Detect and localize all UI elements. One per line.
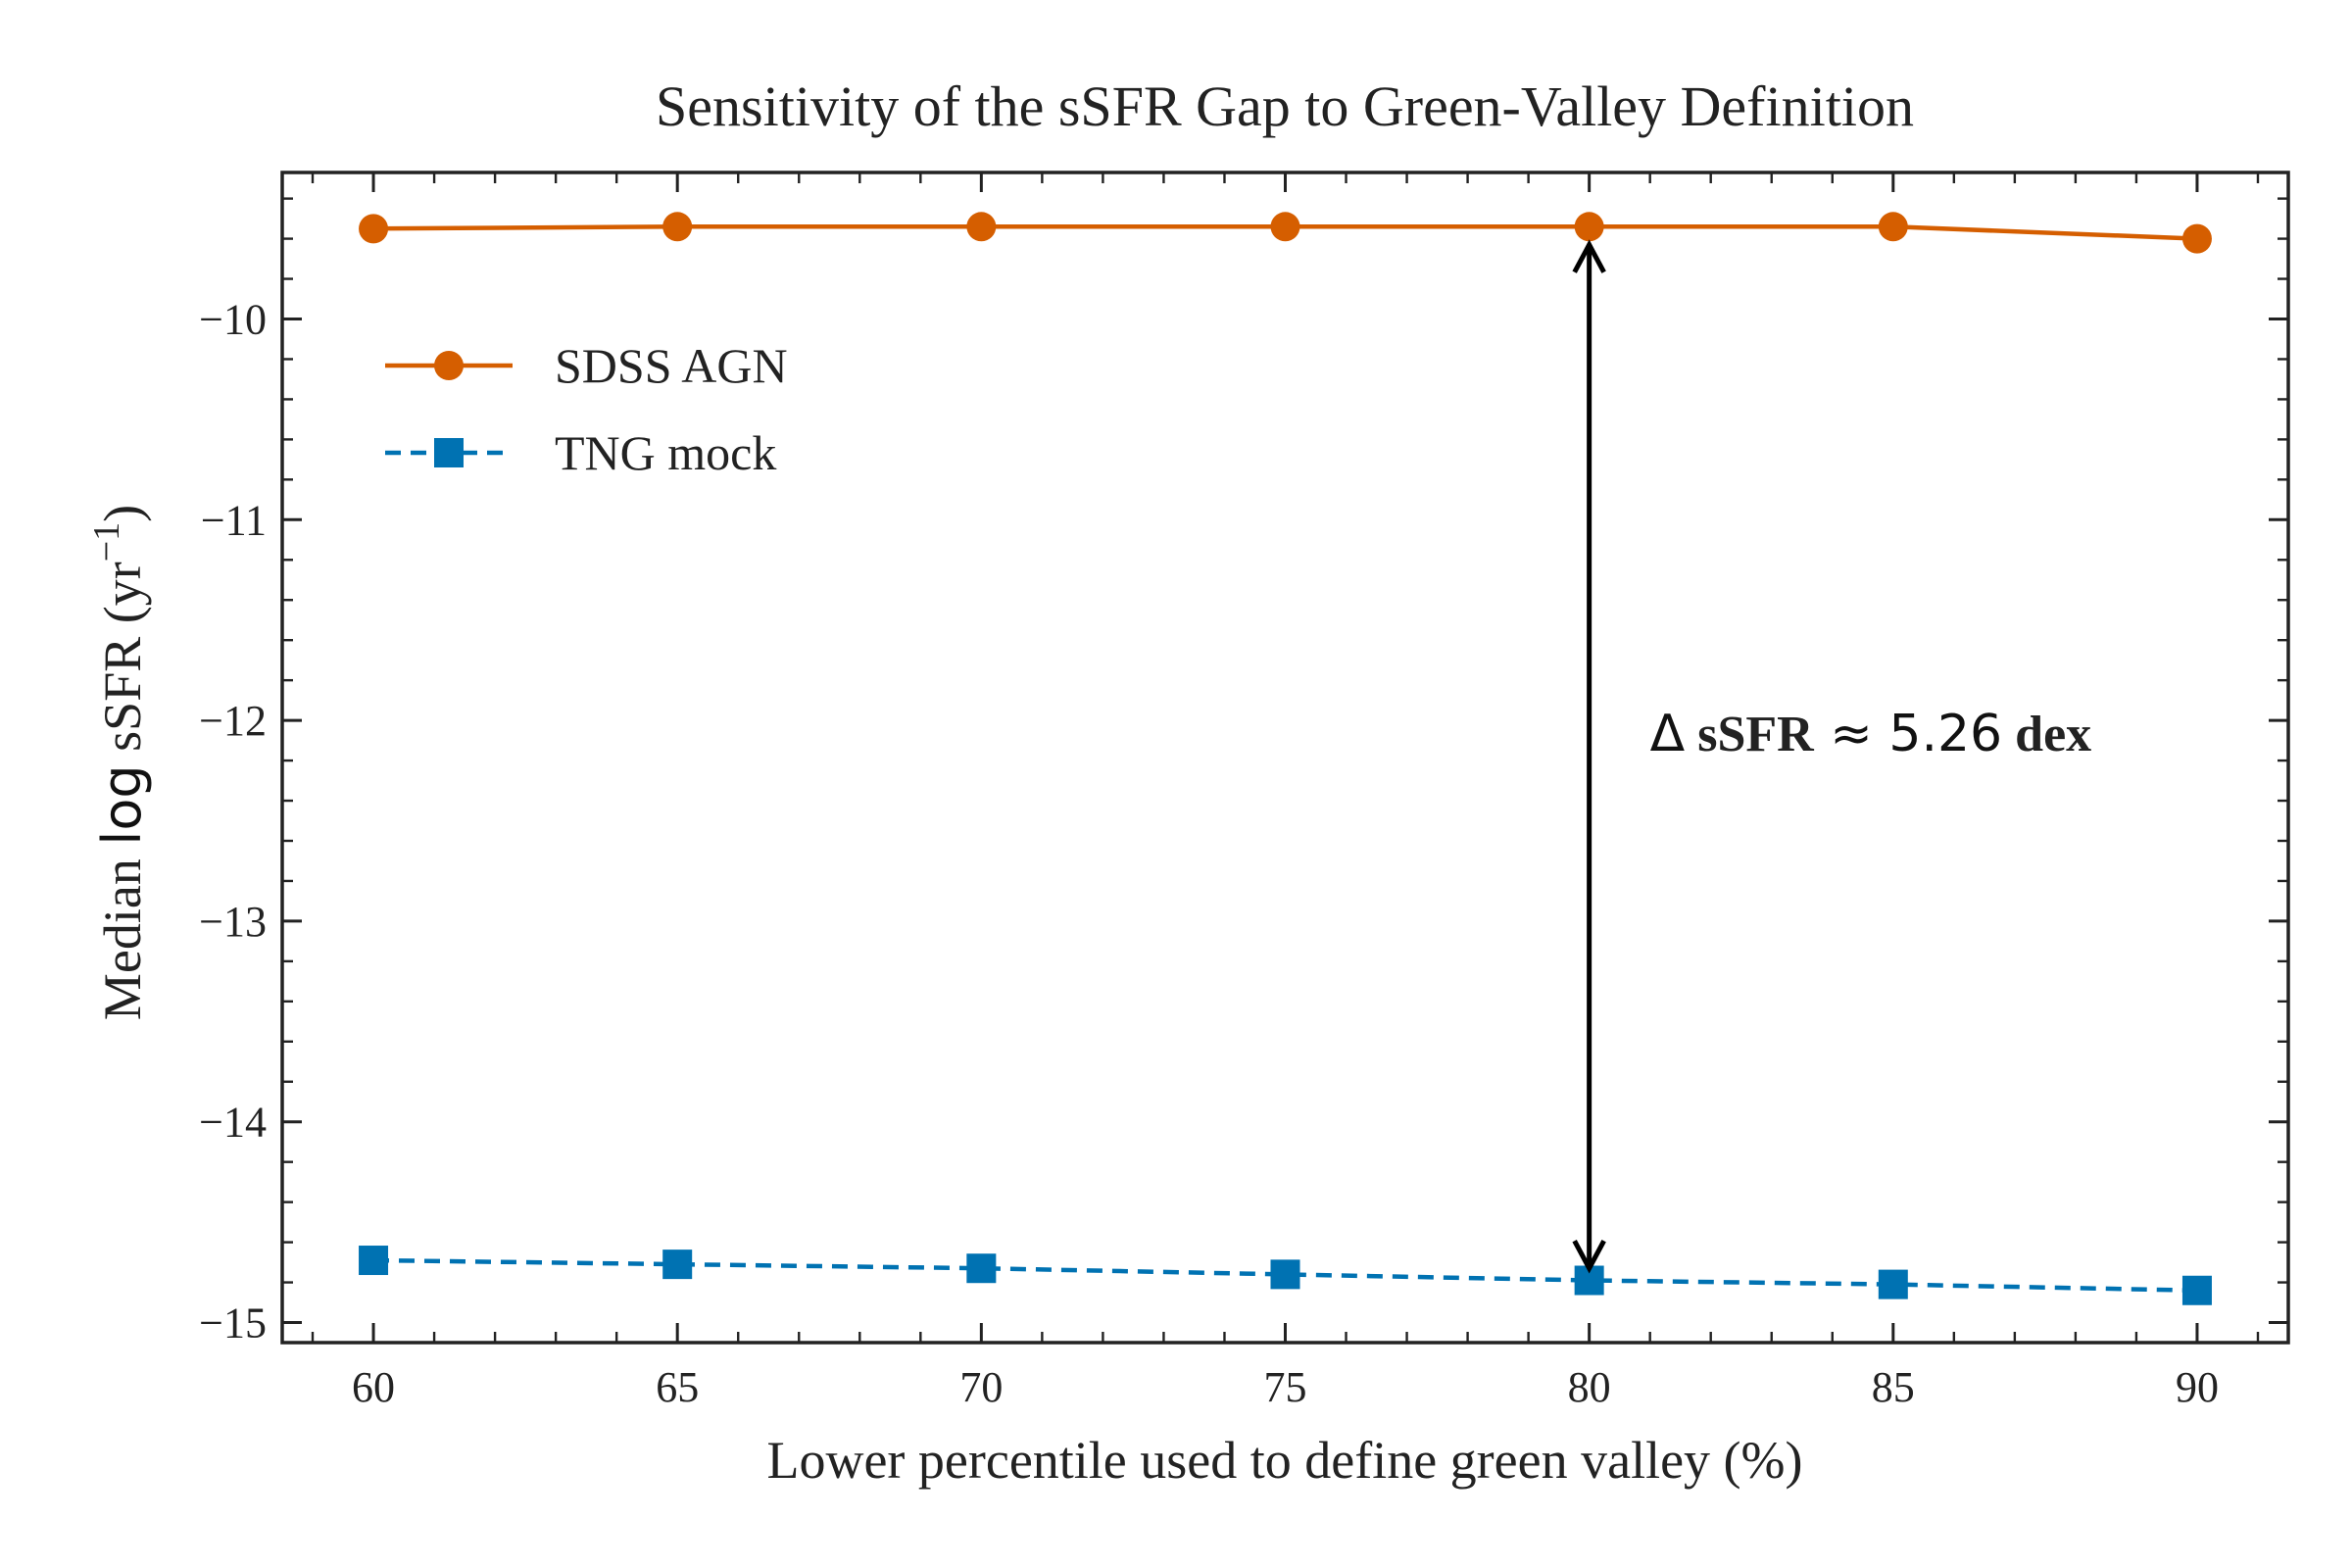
data-point-tng-mock bbox=[662, 1250, 693, 1280]
x-tick-label: 60 bbox=[352, 1363, 395, 1411]
data-point-tng-mock bbox=[1270, 1259, 1300, 1290]
x-tick-label: 90 bbox=[2176, 1363, 2219, 1411]
gap-annotation-part: sSFR bbox=[1685, 707, 1815, 762]
data-point-sdss-agn bbox=[1878, 212, 1908, 242]
y-axis-label-log: log bbox=[91, 764, 153, 845]
y-axis-label-sup: −1 bbox=[86, 522, 127, 562]
gap-annotation-part: dex bbox=[2002, 707, 2091, 762]
gap-annotation-part: Δ bbox=[1650, 705, 1686, 763]
y-tick-label: −11 bbox=[201, 496, 267, 544]
plot-area: 60 65 70 75 80 85 90 −10 −11 −12 −13 −14 −15 SDSS AGN… bbox=[199, 171, 2290, 1411]
data-point-sdss-agn bbox=[1270, 212, 1300, 242]
legend-marker-sdss-agn bbox=[434, 351, 464, 380]
x-tick-label: 85 bbox=[1872, 1363, 1915, 1411]
x-axis-label: Lower percentile used to define green va… bbox=[766, 1431, 1802, 1490]
x-tick-label: 75 bbox=[1264, 1363, 1307, 1411]
y-tick-label: −10 bbox=[199, 296, 267, 344]
data-point-sdss-agn bbox=[1574, 212, 1604, 242]
y-axis-label-rest: sSFR (yr bbox=[93, 562, 152, 764]
legend-label-tng-mock: TNG mock bbox=[555, 425, 776, 480]
y-tick-label: −12 bbox=[199, 697, 267, 745]
gap-arrow-head-top bbox=[1572, 239, 1606, 273]
x-tick-label: 80 bbox=[1568, 1363, 1611, 1411]
x-tick-label: 65 bbox=[656, 1363, 699, 1411]
chart-title: Sensitivity of the sSFR Gap to Green-Val… bbox=[656, 74, 1914, 138]
data-point-tng-mock bbox=[2181, 1275, 2212, 1305]
y-axis-label-close: ) bbox=[93, 505, 152, 522]
y-tick-label: −15 bbox=[199, 1299, 267, 1348]
gap-annotation-part: ≈ 5.26 bbox=[1814, 705, 2002, 763]
data-point-tng-mock bbox=[359, 1246, 389, 1276]
legend-marker-tng-mock bbox=[434, 438, 464, 467]
data-point-tng-mock bbox=[1878, 1269, 1908, 1299]
y-tick-label: −13 bbox=[199, 898, 267, 946]
data-point-sdss-agn bbox=[662, 212, 693, 242]
data-point-sdss-agn bbox=[359, 214, 389, 244]
legend-label-sdss-agn: SDSS AGN bbox=[555, 338, 788, 393]
data-point-sdss-agn bbox=[966, 212, 997, 242]
data-point-sdss-agn bbox=[2181, 223, 2212, 254]
y-axis-label: Median log sSFR (yr−1) bbox=[86, 505, 153, 1020]
gap-arrow-head-bottom bbox=[1572, 1240, 1606, 1274]
x-tick-label: 70 bbox=[959, 1363, 1003, 1411]
y-axis-label-main: Median bbox=[93, 846, 152, 1020]
gap-annotation: Δ sSFR ≈ 5.26 dex bbox=[1650, 705, 2091, 763]
y-tick-label: −14 bbox=[199, 1099, 267, 1147]
data-point-tng-mock bbox=[966, 1253, 997, 1284]
